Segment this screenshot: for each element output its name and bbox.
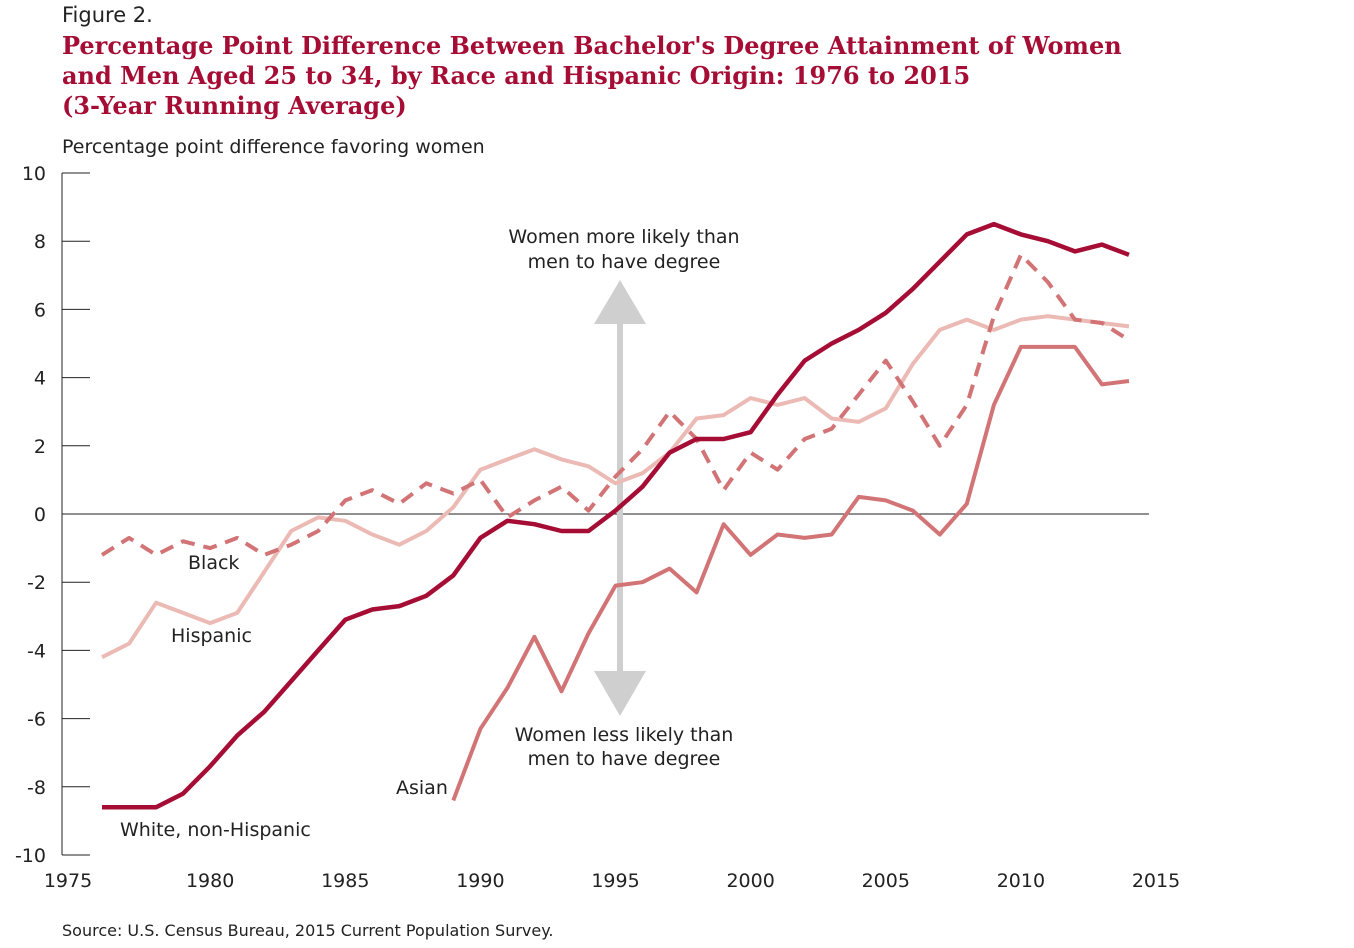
y-tick-label: -4 — [27, 640, 46, 662]
arrow-up-head — [594, 280, 646, 324]
source-note: Source: U.S. Census Bureau, 2015 Current… — [62, 921, 554, 940]
y-tick-label: -8 — [27, 777, 46, 799]
x-tick-label: 1975 — [44, 870, 92, 892]
x-tick-label: 1990 — [456, 870, 504, 892]
y-tick-label: -10 — [15, 845, 46, 867]
annotation-down-line-2: men to have degree — [528, 748, 721, 770]
series-label-white: White, non-Hispanic — [120, 819, 311, 841]
chart-title: Percentage Point Difference Between Bach… — [62, 31, 1262, 121]
annotation-up-line-2: men to have degree — [528, 251, 721, 273]
series-label-hispanic: Hispanic — [171, 625, 252, 647]
direction-arrow — [594, 280, 646, 716]
series-lines — [100, 221, 1131, 810]
series-line-white — [102, 221, 1130, 810]
axes: 10 8 6 4 2 0 -2 -4 -6 -8 -10 1975 1980 1985 1990 1995 20… — [15, 163, 1180, 892]
series-line-asian — [451, 344, 1130, 802]
y-axis-label: Percentage point difference favoring wom… — [62, 136, 485, 158]
y-tick-label: -6 — [27, 709, 46, 731]
x-tick-label: 1985 — [321, 870, 369, 892]
chart-title-line-3: (3-Year Running Average) — [62, 91, 407, 120]
y-tick-label: 0 — [34, 504, 46, 526]
chart-title-line-2: and Men Aged 25 to 34, by Race and Hispa… — [62, 61, 971, 90]
y-tick-label: 8 — [34, 231, 46, 253]
figure-label: Figure 2. — [62, 3, 153, 27]
series-label-asian: Asian — [396, 777, 448, 799]
series-line-black — [100, 252, 1131, 557]
series-line-hispanic — [101, 314, 1130, 659]
series-label-black: Black — [188, 552, 239, 574]
x-tick-label: 1980 — [186, 870, 234, 892]
arrow-down-head — [594, 671, 646, 716]
chart-title-line-1: Percentage Point Difference Between Bach… — [62, 31, 1122, 60]
annotation-up-line-1: Women more likely than — [508, 226, 739, 248]
y-tick-label: 2 — [34, 436, 46, 458]
x-tick-label: 2000 — [726, 870, 774, 892]
x-tick-label: 2010 — [997, 870, 1045, 892]
y-tick-label: 6 — [34, 299, 46, 321]
y-tick-label: -2 — [27, 572, 46, 594]
annotation-down-line-1: Women less likely than — [515, 724, 734, 746]
y-tick-label: 4 — [34, 368, 46, 390]
x-tick-label: 1995 — [591, 870, 639, 892]
x-tick-label: 2015 — [1132, 870, 1180, 892]
annotations: Women more likely than men to have degre… — [120, 226, 740, 841]
y-tick-label: 10 — [22, 163, 46, 185]
x-tick-label: 2005 — [862, 870, 910, 892]
